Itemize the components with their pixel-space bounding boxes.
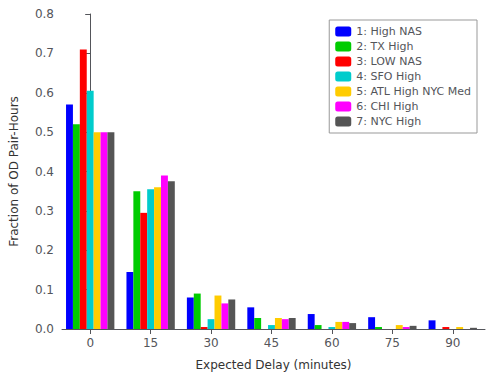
svg-text:6: CHI High: 6: CHI High	[356, 100, 418, 113]
svg-text:Expected Delay (minutes): Expected Delay (minutes)	[196, 358, 352, 372]
svg-text:0.8: 0.8	[35, 7, 54, 21]
svg-text:0: 0	[86, 336, 94, 350]
svg-text:0.6: 0.6	[35, 86, 54, 100]
svg-text:0.5: 0.5	[35, 125, 54, 139]
svg-text:45: 45	[264, 336, 279, 350]
svg-text:7: NYC High: 7: NYC High	[356, 115, 421, 128]
svg-text:0.4: 0.4	[35, 165, 54, 179]
svg-text:15: 15	[143, 336, 158, 350]
svg-text:5: ATL High NYC Med: 5: ATL High NYC Med	[356, 85, 471, 98]
svg-text:75: 75	[385, 336, 400, 350]
svg-text:0.2: 0.2	[35, 243, 54, 257]
svg-text:4: SFO High: 4: SFO High	[356, 70, 421, 83]
svg-text:2: TX High: 2: TX High	[356, 40, 413, 53]
svg-text:0.1: 0.1	[35, 283, 54, 297]
svg-text:30: 30	[203, 336, 218, 350]
svg-text:Fraction of OD Pair-Hours: Fraction of OD Pair-Hours	[7, 96, 21, 247]
svg-text:90: 90	[445, 336, 460, 350]
svg-text:0.7: 0.7	[35, 46, 54, 60]
svg-text:0.0: 0.0	[35, 322, 54, 336]
svg-text:60: 60	[324, 336, 339, 350]
svg-text:0.3: 0.3	[35, 204, 54, 218]
svg-text:1: High NAS: 1: High NAS	[356, 25, 422, 38]
svg-text:3: LOW NAS: 3: LOW NAS	[356, 55, 422, 68]
